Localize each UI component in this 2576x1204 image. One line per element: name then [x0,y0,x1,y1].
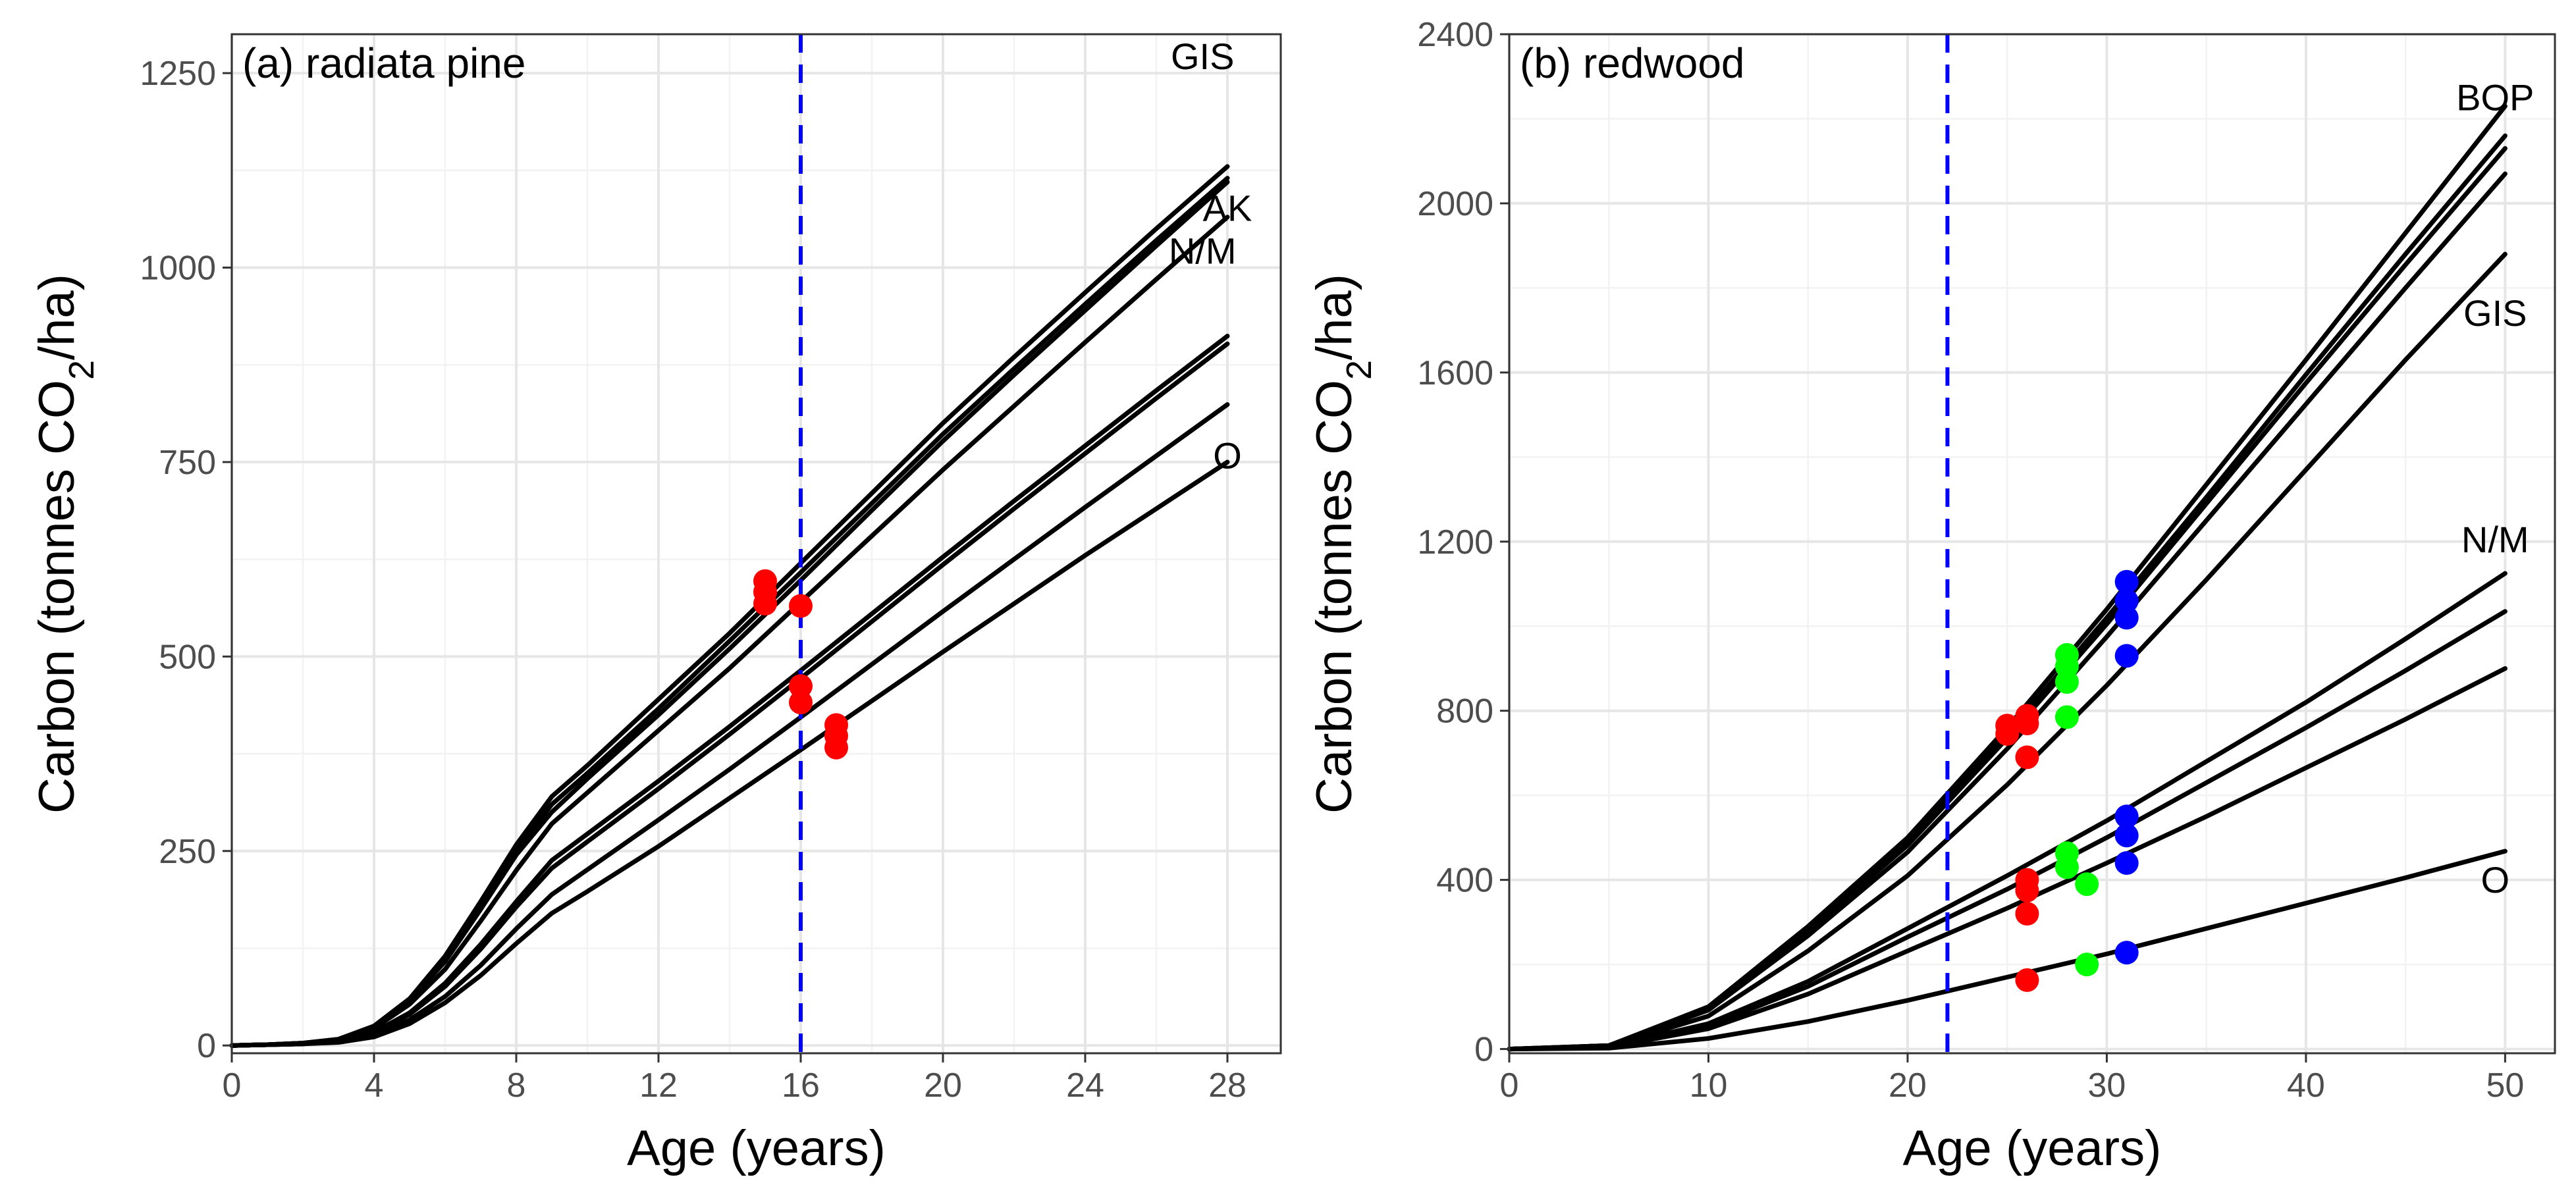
x-tick-label: 20 [924,1066,962,1105]
region-label: AK [1203,188,1252,229]
y-tick-label: 800 [1436,693,1493,731]
series-line-o [229,459,1230,1048]
series-line-s8 [1507,666,2508,1052]
y-axis-title: Carbon (tonnes CO2/ha) [29,274,101,814]
y-tick-label: 1250 [140,55,216,93]
x-tick-label: 30 [2088,1066,2126,1105]
data-point [824,735,848,760]
x-axis-title: Age (years) [627,1120,886,1176]
data-point [2075,872,2099,897]
data-point [1995,722,2020,746]
x-tick-label: 10 [1690,1066,1728,1105]
data-point [2114,941,2139,965]
region-label: GIS [1171,36,1234,77]
axis-ticks: 0 10 20 30 40 50 0 400 800 1200 1600 2000 2400 [1417,16,2524,1105]
region-label: BOP [2456,77,2534,118]
data-point [789,594,813,618]
data-point [2054,855,2079,879]
panel-title: (b) redwood [1520,39,1745,87]
region-label: N/M [2461,519,2529,560]
data-point [753,591,777,615]
series-line-gis [1507,251,2508,1052]
data-point [2114,804,2139,829]
panel-radiata-pine: 0 4 8 12 16 20 24 28 0 250 500 750 1000 1250 (a) radi… [29,33,1282,1176]
data-point [2015,711,2039,735]
y-tick-label: 500 [159,638,216,676]
data-point [2054,670,2079,694]
region-labels: BOP GIS N/M O [2456,77,2534,901]
y-tick-label: 1000 [140,249,216,288]
observation-points [1995,569,2139,992]
series-line-s4 [1507,171,2508,1052]
y-tick-label: 0 [197,1027,216,1065]
data-point [789,691,813,715]
y-tick-label: 2000 [1417,185,1493,223]
region-label: GIS [2463,292,2527,334]
panel-title: (a) radiata pine [242,39,525,87]
data-point [2054,705,2079,729]
y-axis-title: Carbon (tonnes CO2/ha) [1306,274,1379,814]
x-tick-label: 40 [2287,1066,2325,1105]
y-tick-label: 2400 [1417,16,1493,54]
x-tick-label: 8 [507,1066,526,1105]
carbon-curves [229,164,1230,1048]
x-tick-label: 12 [639,1066,678,1105]
x-tick-label: 20 [1889,1066,1927,1105]
y-tick-label: 400 [1436,862,1493,900]
series-line-o [1507,849,2508,1052]
x-tick-label: 16 [782,1066,820,1105]
region-labels: GIS AKN/M O [1169,36,1252,476]
data-point [2114,569,2139,594]
x-tick-label: 24 [1066,1066,1104,1105]
observation-points [753,569,848,760]
x-tick-label: 28 [1208,1066,1247,1105]
region-label: O [2481,859,2509,901]
region-label: O [1213,434,1242,476]
data-point [2015,878,2039,903]
data-point [2114,824,2139,848]
axis-ticks: 0 4 8 12 16 20 24 28 0 250 500 750 1000 1250 [140,55,1247,1105]
x-tick-label: 0 [223,1066,242,1105]
region-label: N/M [1169,230,1237,272]
data-point [2114,589,2139,613]
data-point [2114,644,2139,668]
x-tick-label: 4 [365,1066,384,1105]
panel-border [230,33,1282,1055]
data-point [2015,902,2039,926]
y-tick-label: 0 [1474,1031,1493,1069]
data-point [2114,606,2139,630]
x-axis-title: Age (years) [1903,1120,2162,1176]
panel-redwood: 0 10 20 30 40 50 0 400 800 1200 1600 2000 2400 (b) r… [1306,16,2556,1176]
grid-lines [230,34,1281,1053]
data-point [2075,953,2099,977]
y-tick-label: 250 [159,833,216,871]
data-point [2015,745,2039,770]
data-point [2114,851,2139,875]
panel-border [1508,33,2556,1055]
y-tick-label: 750 [159,444,216,482]
x-tick-label: 50 [2486,1066,2524,1105]
data-point [789,674,813,698]
y-tick-label: 1200 [1417,523,1493,562]
data-point [2015,968,2039,992]
y-tick-label: 1600 [1417,354,1493,392]
x-tick-label: 0 [1500,1066,1519,1105]
